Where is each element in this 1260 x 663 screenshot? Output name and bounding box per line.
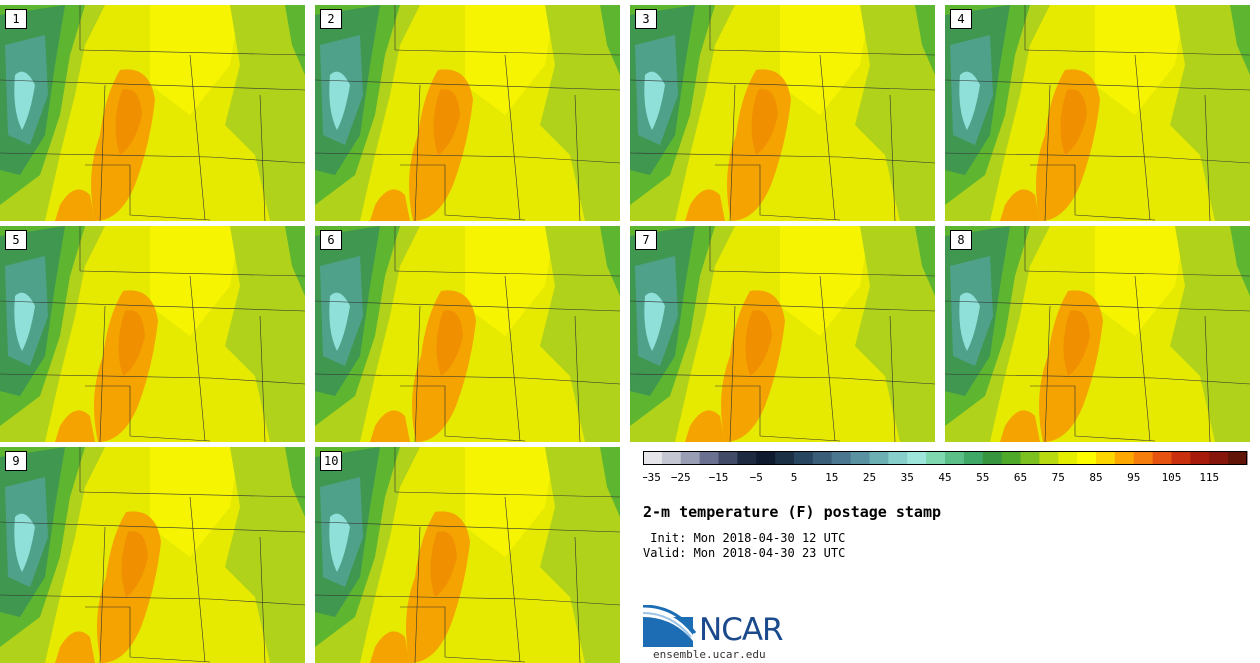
panel-label: 8 [950,230,972,250]
colorbar-swatch [1114,451,1135,465]
temperature-map [315,226,620,442]
colorbar-swatch [661,451,682,465]
colorbar-tick-label: 35 [901,471,914,484]
map-panel-6: 6 [315,226,620,442]
temperature-map [945,5,1250,221]
panel-label: 1 [5,9,27,29]
colorbar-swatch [1096,451,1116,465]
valid-time: Valid: Mon 2018-04-30 23 UTC [643,546,846,560]
colorbar-swatch [812,451,833,465]
colorbar-swatch [888,451,908,465]
temperature-map [315,447,620,663]
ncar-logo: NCAR ensemble.ucar.edu [642,604,803,663]
panel-label: 5 [5,230,27,250]
colorbar-swatch [1077,451,1097,465]
colorbar-swatch [1209,451,1229,465]
colorbar-tick-label: −15 [709,471,729,484]
colorbar-swatch [945,451,965,465]
map-panel-9: 9 [0,447,305,663]
colorbar-swatch [1058,451,1078,465]
colorbar-swatch [1171,451,1191,465]
colorbar-swatch [1133,451,1154,465]
colorbar-tick-label: 75 [1052,471,1065,484]
panel-label: 6 [320,230,342,250]
ncar-logo-text: NCAR [699,612,784,648]
panel-label: 2 [320,9,342,29]
colorbar-swatch [907,451,927,465]
temperature-map [630,226,935,442]
colorbar-swatch [775,451,795,465]
ensemble-url: ensemble.ucar.edu [653,648,766,661]
temperature-map [315,5,620,221]
panel-label: 7 [635,230,657,250]
colorbar-tick-label: 55 [976,471,989,484]
colorbar-swatch [850,451,870,465]
temperature-colorbar: −35 −25 −15 −5 5 15 25 35 45 55 65 75 85 95 105 115 [643,451,1248,484]
map-panel-4: 4 [945,5,1250,221]
colorbar-swatch [963,451,984,465]
colorbar-swatch [926,451,946,465]
ncar-logo-icon [642,604,697,647]
panel-label: 4 [950,9,972,29]
colorbar-tick-label: 5 [791,471,798,484]
colorbar-swatch [756,451,776,465]
colorbar-tick-label: 25 [863,471,876,484]
map-panel-8: 8 [945,226,1250,442]
colorbar-tick-label: −5 [750,471,763,484]
colorbar-swatch [1001,451,1021,465]
colorbar-swatch [737,451,757,465]
colorbar-swatch [680,451,701,465]
colorbar-swatch [982,451,1003,465]
temperature-map [0,5,305,221]
colorbar-tick-label: 15 [825,471,838,484]
colorbar-tick-label: −35 [643,471,661,484]
temperature-map [0,226,305,442]
colorbar-tick-label: 85 [1089,471,1102,484]
chart-title: 2-m temperature (F) postage stamp [643,503,942,521]
temperature-map [945,226,1250,442]
map-panel-1: 1 [0,5,305,221]
temperature-map [630,5,935,221]
colorbar-swatch [1190,451,1210,465]
map-panel-3: 3 [630,5,935,221]
init-time: Init: Mon 2018-04-30 12 UTC [643,531,846,545]
colorbar-swatch [699,451,719,465]
colorbar-swatch [643,451,663,465]
colorbar-tick-label: 95 [1127,471,1140,484]
colorbar-tick-label: 45 [938,471,951,484]
colorbar-swatch [869,451,889,465]
colorbar-swatch [1039,451,1059,465]
colorbar-tick-label: 115 [1199,471,1219,484]
colorbar-tick-label: 105 [1162,471,1182,484]
colorbar-swatch [1152,451,1172,465]
map-panel-10: 10 [315,447,620,663]
colorbar-tick-label: 65 [1014,471,1027,484]
colorbar-swatch [718,451,738,465]
colorbar-frame [643,451,1247,465]
colorbar-tick-label: −25 [671,471,691,484]
colorbar-swatch [831,451,852,465]
map-panel-7: 7 [630,226,935,442]
colorbar-swatch [794,451,814,465]
panel-label: 10 [320,451,343,471]
colorbar-swatch [1228,451,1248,465]
panel-label: 3 [635,9,657,29]
colorbar-swatch [1020,451,1040,465]
temperature-map [0,447,305,663]
map-panel-2: 2 [315,5,620,221]
panel-label: 9 [5,451,27,471]
map-panel-5: 5 [0,226,305,442]
